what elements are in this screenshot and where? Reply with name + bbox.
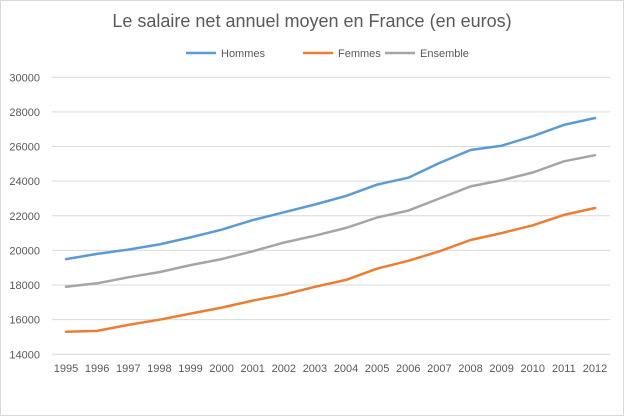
chart-title: Le salaire net annuel moyen en France (e… [112,11,511,31]
legend-label-femmes: Femmes [338,48,381,60]
x-tick-label: 2009 [489,363,513,375]
y-tick-label: 28000 [9,107,40,119]
legend-label-hommes: Hommes [221,48,266,60]
y-tick-label: 30000 [9,72,40,84]
y-tick-label: 26000 [9,142,40,154]
x-tick-label: 1996 [85,363,109,375]
x-tick-label: 1995 [54,363,78,375]
x-tick-label: 2004 [334,363,358,375]
x-tick-label: 1999 [178,363,202,375]
x-tick-label: 2007 [427,363,451,375]
y-tick-label: 24000 [9,176,40,188]
legend-label-ensemble: Ensemble [420,48,469,60]
x-tick-label: 2000 [209,363,233,375]
x-tick-label: 2011 [552,363,576,375]
x-tick-label: 2008 [458,363,482,375]
y-tick-label: 20000 [9,245,40,257]
x-tick-label: 2003 [303,363,327,375]
x-tick-label: 2005 [365,363,389,375]
x-tick-label: 1998 [147,363,171,375]
y-tick-label: 18000 [9,280,40,292]
series-line-femmes [64,206,597,334]
y-tick-label: 22000 [9,211,40,223]
x-tick-label: 1997 [116,363,140,375]
series-line-hommes [64,116,597,261]
x-tick-label: 2001 [240,363,264,375]
x-tick-label: 2006 [396,363,420,375]
x-tick-label: 2012 [583,363,607,375]
y-tick-label: 16000 [9,315,40,327]
x-tick-label: 2002 [272,363,296,375]
series-line-ensemble [64,153,597,289]
x-tick-label: 2010 [521,363,545,375]
y-tick-label: 14000 [9,349,40,361]
